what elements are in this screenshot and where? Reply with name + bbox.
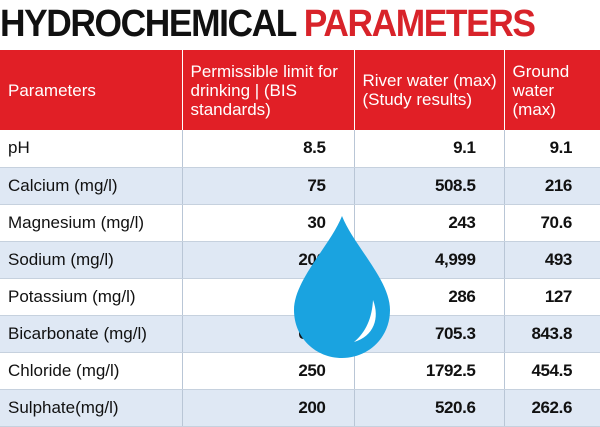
ground-value: 493 xyxy=(504,241,600,279)
page-title: HYDROCHEMICAL PARAMETERS xyxy=(0,0,558,48)
table-row: pH 8.5 9.1 9.1 xyxy=(0,130,600,168)
parameter-name: Magnesium (mg/l) xyxy=(0,204,183,242)
table-row: Magnesium (mg/l) 30 243 70.6 xyxy=(0,204,600,242)
permissible-value: 75 xyxy=(182,167,355,205)
river-value: 9.1 xyxy=(354,130,505,168)
table-row: Chloride (mg/l) 250 1792.5 454.5 xyxy=(0,352,600,390)
ground-value: 216 xyxy=(504,167,600,205)
title-part-red: PARAMETERS xyxy=(303,3,536,45)
parameter-name: Potassium (mg/l) xyxy=(0,278,183,316)
ground-value: 70.6 xyxy=(504,204,600,242)
table-row: Calcium (mg/l) 75 508.5 216 xyxy=(0,167,600,205)
permissible-value: 30 xyxy=(182,204,355,242)
parameter-name: Chloride (mg/l) xyxy=(0,352,183,390)
ground-value: 454.5 xyxy=(504,352,600,390)
river-value: 1792.5 xyxy=(354,352,505,390)
parameter-name: Sodium (mg/l) xyxy=(0,241,183,279)
river-value: 508.5 xyxy=(354,167,505,205)
river-value: 705.3 xyxy=(354,315,505,353)
header-river-water: River water (max) (Study results) xyxy=(354,50,505,130)
permissible-value: 8.5 xyxy=(182,130,355,168)
ground-value: 9.1 xyxy=(504,130,600,168)
header-permissible-limit: Permissible limit for drinking | (BIS st… xyxy=(182,50,355,130)
parameter-name: pH xyxy=(0,130,183,168)
parameter-name: Calcium (mg/l) xyxy=(0,167,183,205)
river-value: 520.6 xyxy=(354,389,505,427)
water-drop-icon xyxy=(294,216,390,358)
header-row: Parameters Permissible limit for drinkin… xyxy=(0,50,600,130)
header-parameters: Parameters xyxy=(0,50,183,130)
permissible-value: 200 xyxy=(182,389,355,427)
header-ground-water: Ground water (max) xyxy=(504,50,600,130)
parameter-name: Sulphate(mg/l) xyxy=(0,389,183,427)
title-part-black: HYDROCHEMICAL xyxy=(0,3,304,45)
table-row: Sulphate(mg/l) 200 520.6 262.6 xyxy=(0,389,600,427)
permissible-value: 250 xyxy=(182,352,355,390)
parameter-name: Bicarbonate (mg/l) xyxy=(0,315,183,353)
river-value: 243 xyxy=(354,204,505,242)
river-value: 4,999 xyxy=(354,241,505,279)
ground-value: 843.8 xyxy=(504,315,600,353)
ground-value: 127 xyxy=(504,278,600,316)
ground-value: 262.6 xyxy=(504,389,600,427)
